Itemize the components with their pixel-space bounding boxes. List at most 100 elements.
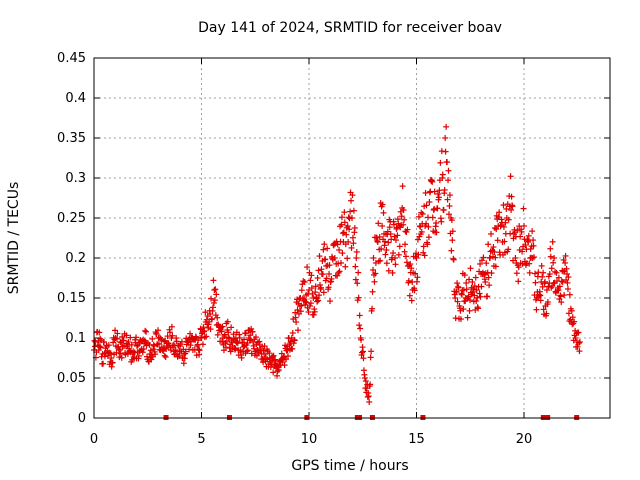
- data-point: [519, 248, 526, 255]
- data-point: [341, 219, 348, 226]
- data-point: [211, 297, 218, 304]
- data-point: [445, 177, 452, 184]
- data-point: [214, 314, 221, 321]
- data-point: [522, 242, 529, 249]
- data-point: [457, 316, 464, 323]
- data-point: [574, 343, 581, 350]
- data-point: [314, 275, 321, 281]
- data-point: [105, 342, 112, 349]
- data-point: [119, 333, 126, 340]
- data-point: [548, 265, 555, 272]
- data-point: [569, 314, 576, 321]
- data-point: [219, 323, 226, 330]
- data-point: [339, 250, 346, 257]
- data-point: [551, 255, 558, 261]
- data-point: [533, 306, 540, 313]
- y-axis-label: SRMTID / TECUs: [6, 182, 22, 295]
- data-point: [236, 334, 243, 341]
- data-point: [508, 193, 515, 200]
- data-point: [562, 259, 569, 266]
- data-point: [212, 286, 219, 293]
- x-tick-label: 15: [408, 432, 425, 447]
- data-point: [209, 304, 216, 311]
- data-point: [355, 294, 362, 301]
- data-point: [505, 246, 512, 253]
- data-point: [513, 270, 520, 277]
- data-point: [400, 207, 407, 213]
- data-point: [560, 256, 567, 263]
- data-point: [134, 343, 140, 349]
- data-point: [314, 298, 321, 305]
- data-point: [224, 318, 231, 325]
- data-point: [442, 148, 449, 155]
- data-point: [408, 297, 415, 304]
- data-point: [306, 302, 313, 309]
- data-point: [218, 328, 225, 335]
- data-point: [426, 199, 433, 205]
- data-point: [480, 254, 487, 261]
- data-point: [454, 280, 461, 287]
- data-point: [338, 214, 345, 221]
- data-point: [558, 299, 565, 306]
- data-point: [438, 218, 445, 225]
- data-point: [117, 350, 124, 357]
- data-point: [460, 287, 467, 293]
- data-point: [419, 210, 426, 217]
- x-axis-label: GPS time / hours: [291, 458, 408, 474]
- data-point: [301, 279, 308, 285]
- data-point: [213, 291, 220, 298]
- data-point: [336, 247, 343, 253]
- data-point: [228, 324, 235, 331]
- data-point: [444, 196, 451, 203]
- data-point: [324, 245, 331, 252]
- data-point: [141, 337, 148, 344]
- data-point: [493, 226, 500, 233]
- data-point: [199, 341, 206, 348]
- data-point: [326, 270, 333, 277]
- data-point: [310, 311, 317, 318]
- data-point: [431, 188, 438, 195]
- data-point: [478, 283, 485, 290]
- data-point: [211, 287, 218, 293]
- data-point: [553, 269, 560, 276]
- data-point: [483, 260, 490, 267]
- data-point: [186, 346, 193, 353]
- data-point: [353, 248, 360, 255]
- data-point: [472, 274, 479, 281]
- data-point: [527, 245, 534, 252]
- data-point: [349, 215, 355, 221]
- data-point: [123, 332, 130, 339]
- data-point: [210, 277, 217, 284]
- data-point: [476, 290, 483, 297]
- data-point: [562, 252, 569, 259]
- data-point: [196, 347, 203, 354]
- data-point: [463, 286, 470, 293]
- data-point: [243, 348, 250, 355]
- data-point: [291, 337, 298, 344]
- data-point: [187, 330, 194, 337]
- data-point: [116, 347, 123, 353]
- data-point: [521, 223, 527, 229]
- data-point: [207, 326, 214, 333]
- data-point: [500, 202, 507, 209]
- data-point: [358, 336, 365, 343]
- data-point: [564, 271, 570, 277]
- data-point: [471, 283, 478, 290]
- data-point: [249, 328, 256, 335]
- y-tick-label: 0.1: [65, 331, 86, 346]
- data-point: [420, 243, 427, 250]
- data-point: [214, 331, 221, 338]
- data-point: [201, 327, 208, 334]
- data-point: [520, 205, 527, 212]
- data-point: [362, 378, 369, 385]
- data-point: [342, 263, 349, 270]
- data-point: [305, 309, 312, 316]
- data-point: [162, 354, 169, 361]
- data-point: [359, 349, 366, 356]
- data-point: [108, 355, 115, 361]
- data-point: [142, 327, 149, 334]
- data-point: [418, 228, 425, 235]
- data-point: [383, 260, 390, 267]
- data-point: [433, 220, 440, 227]
